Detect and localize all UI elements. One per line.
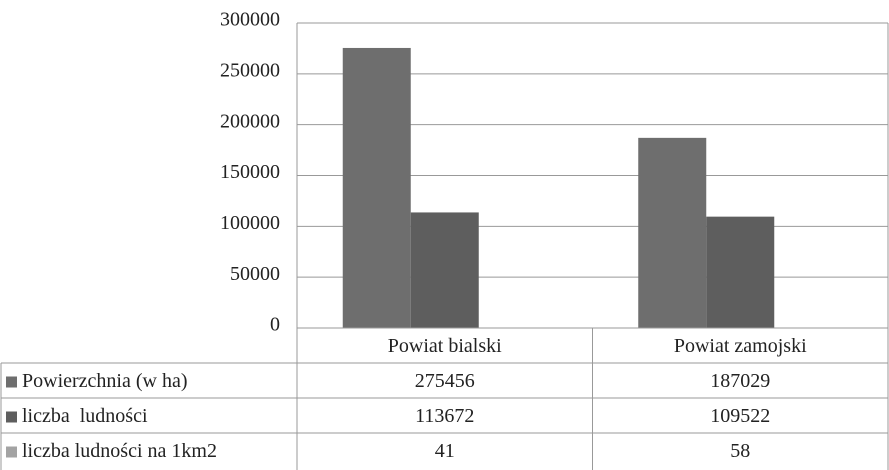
bar — [706, 216, 775, 328]
table-value: 275456 — [415, 370, 475, 392]
legend-swatch — [6, 411, 17, 423]
y-tick-label: 50000 — [230, 263, 280, 285]
y-tick-label: 0 — [270, 314, 280, 336]
table-value: 187029 — [710, 370, 770, 392]
bar — [342, 47, 411, 329]
y-tick-label: 200000 — [220, 110, 280, 132]
bar — [410, 212, 479, 328]
y-tick-label: 100000 — [220, 212, 280, 234]
table-value: 109522 — [710, 405, 770, 427]
legend-label: Powierzchnia (w ha) — [22, 370, 188, 392]
legend-label: liczba ludności na 1km2 — [22, 440, 217, 462]
y-tick-label: 250000 — [220, 59, 280, 81]
x-tick-label: Powiat zamojski — [674, 335, 807, 357]
y-tick-label: 150000 — [220, 161, 280, 183]
table-value: 41 — [435, 440, 455, 462]
legend-swatch — [6, 376, 17, 388]
legend-label: liczba ludności — [22, 405, 148, 427]
y-tick-label: 300000 — [220, 9, 280, 31]
legend-swatch — [6, 446, 17, 458]
table-value: 58 — [730, 440, 750, 462]
bar — [638, 137, 707, 328]
table-value: 113672 — [415, 405, 474, 427]
x-tick-label: Powiat bialski — [388, 335, 502, 357]
